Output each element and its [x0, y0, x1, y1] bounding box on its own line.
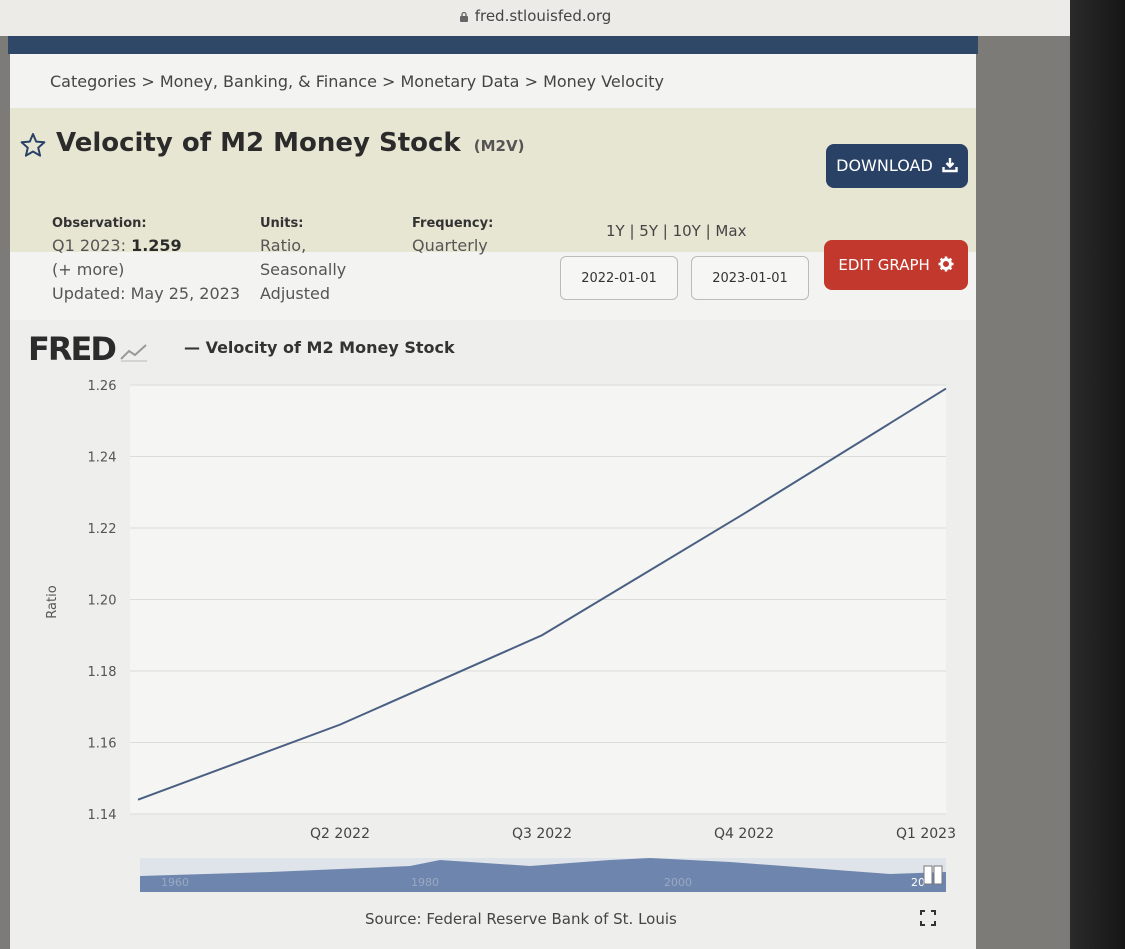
frequency-label: Frequency: [412, 216, 494, 231]
fullscreen-icon[interactable] [920, 910, 936, 926]
more-link[interactable]: (+ more) [52, 260, 125, 279]
units-line-2: Seasonally [260, 260, 347, 279]
x-tick-label: Q1 2023 [896, 826, 956, 842]
units-block: Units: Ratio, Seasonally Adjusted [260, 214, 346, 306]
page: Categories > Money, Banking, & Finance >… [10, 54, 976, 949]
navigator-handle-right [933, 865, 943, 885]
device-frame [1070, 0, 1125, 949]
start-date-input[interactable]: 2022-01-01 [560, 256, 678, 300]
frequency-value: Quarterly [412, 236, 488, 255]
browser-url-bar[interactable]: fred.stlouisfed.org [0, 0, 1070, 36]
chart-trend-icon [120, 344, 147, 362]
url-display: fred.stlouisfed.org [0, 7, 1070, 25]
navigator-label: 1980 [411, 876, 439, 889]
observation-block: Observation: Q1 2023: 1.259 (+ more) Upd… [52, 214, 240, 306]
y-tick-label: 1.24 [88, 451, 117, 466]
download-label: DOWNLOAD [836, 156, 933, 175]
download-icon [942, 158, 958, 173]
frequency-block: Frequency: Quarterly [412, 214, 493, 258]
y-tick-label: 1.26 [88, 379, 117, 394]
observation-period: Q1 2023: [52, 236, 126, 255]
observation-line: Q1 2023: 1.259 [52, 234, 240, 258]
x-tick-label: Q2 2022 [310, 826, 370, 842]
range-links[interactable]: 1Y | 5Y | 10Y | Max [606, 222, 747, 240]
navigator-label: 2000 [664, 876, 692, 889]
navigator-label: 20 [911, 876, 925, 889]
edit-graph-label: EDIT GRAPH [838, 256, 930, 274]
observation-value: 1.259 [131, 236, 182, 255]
page-title: Velocity of M2 Money Stock (M2V) [56, 128, 524, 158]
observation-label: Observation: [52, 216, 147, 231]
x-tick-label: Q4 2022 [714, 826, 774, 842]
navigator-label: 1960 [161, 876, 189, 889]
end-date-input[interactable]: 2023-01-01 [691, 256, 809, 300]
edit-graph-button[interactable]: EDIT GRAPH [824, 240, 968, 290]
series-code: (M2V) [473, 137, 525, 155]
gear-icon [938, 256, 954, 272]
source-note: Source: Federal Reserve Bank of St. Loui… [365, 910, 677, 928]
x-tick-label: Q3 2022 [512, 826, 572, 842]
navigator-area [140, 858, 946, 892]
units-line-1: Ratio, [260, 236, 307, 255]
star-icon[interactable] [20, 132, 46, 158]
series-title: Velocity of M2 Money Stock [56, 128, 461, 158]
fred-logo: FRED [28, 330, 149, 368]
fred-logo-text: FRED [28, 330, 117, 368]
line-chart: 1.26 1.24 1.22 1.20 1.18 1.16 1.14 Ratio Q2 2022… [45, 379, 956, 892]
y-tick-label: 1.16 [88, 737, 117, 752]
navigator-handle-left [923, 865, 933, 885]
units-label: Units: [260, 216, 304, 231]
site-nav-strip [8, 36, 978, 54]
y-tick-label: 1.18 [88, 665, 117, 680]
y-tick-label: 1.22 [88, 522, 117, 537]
breadcrumb[interactable]: Categories > Money, Banking, & Finance >… [50, 72, 664, 91]
y-tick-label: 1.20 [88, 594, 117, 609]
series-legend: — Velocity of M2 Money Stock [184, 338, 455, 357]
download-button[interactable]: DOWNLOAD [826, 144, 968, 188]
y-tick-label: 1.14 [88, 808, 117, 823]
y-axis-label: Ratio [45, 585, 60, 618]
title-bar [10, 108, 976, 252]
url-text: fred.stlouisfed.org [474, 7, 612, 25]
units-line-3: Adjusted [260, 284, 331, 303]
lock-icon [459, 11, 468, 22]
updated-date: Updated: May 25, 2023 [52, 284, 240, 303]
